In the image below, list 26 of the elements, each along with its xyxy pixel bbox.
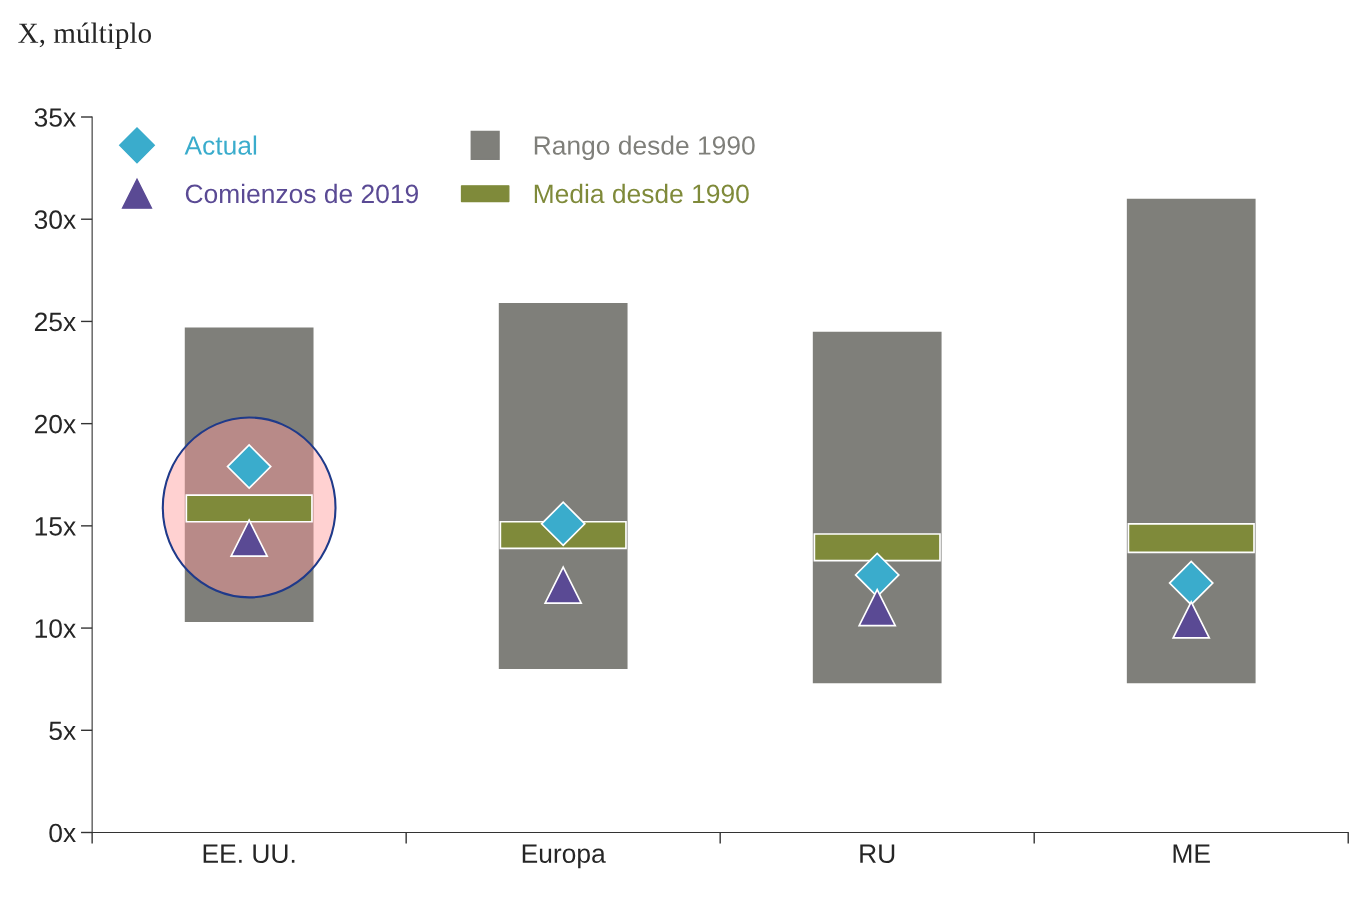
legend-label: Media desde 1990 bbox=[534, 183, 749, 204]
x-tick-label: RU bbox=[860, 844, 895, 863]
legend-label: Rango desde 1990 bbox=[534, 135, 755, 161]
point bbox=[230, 519, 269, 558]
bar bbox=[1126, 198, 1256, 684]
bar bbox=[1127, 522, 1255, 554]
y-tick-label: 10x bbox=[35, 619, 76, 638]
legend-label: Comienzos de 2019 bbox=[185, 183, 418, 204]
y-tick-label: 25x bbox=[34, 312, 76, 332]
y-axis-title: X, múltiplo bbox=[18, 22, 151, 49]
y-tick-label: 30x bbox=[34, 210, 76, 230]
point bbox=[226, 444, 272, 490]
point bbox=[544, 566, 583, 605]
x-tick-label: Europa bbox=[522, 844, 606, 869]
point bbox=[1168, 560, 1214, 606]
point bbox=[1172, 601, 1211, 639]
y-tick-label: 5x bbox=[49, 721, 76, 741]
x-tick-label: EE. UU. bbox=[203, 844, 295, 863]
point bbox=[540, 501, 586, 547]
x-tick-label: ME bbox=[1173, 844, 1210, 863]
y-tick-label: 20x bbox=[34, 414, 76, 434]
y-tick-label: 35x bbox=[34, 108, 76, 127]
point bbox=[858, 588, 897, 627]
y-tick-label: 15x bbox=[35, 517, 76, 536]
y-tick-label: 0x bbox=[49, 823, 76, 843]
legend-label: Actual bbox=[184, 135, 257, 155]
